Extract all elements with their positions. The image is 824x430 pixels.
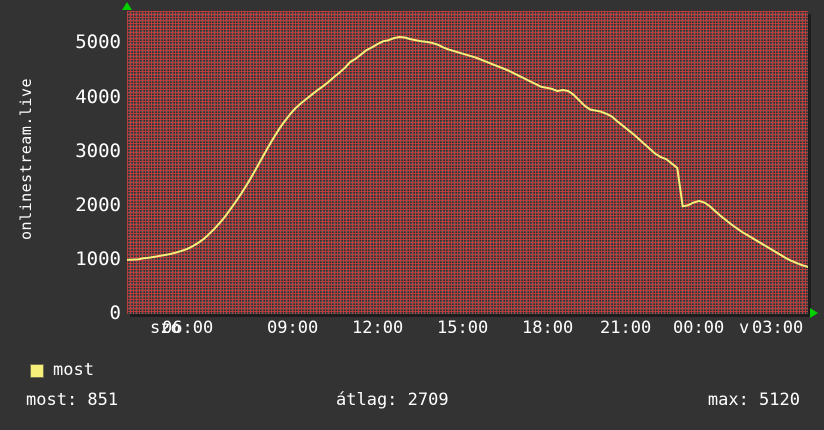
- stats-row: most: 851 átlag: 2709 max: 5120: [0, 392, 824, 414]
- legend-label-most: most: [53, 360, 94, 380]
- legend: most: [30, 362, 94, 379]
- x-tick-4: 15:00: [437, 318, 489, 338]
- x-tick-0: szo: [150, 318, 181, 338]
- x-tick-2: 09:00: [267, 318, 319, 338]
- series-canvas: [127, 35, 808, 268]
- x-tick-1: 06:00: [162, 318, 214, 338]
- y-tick-0: 0: [109, 302, 121, 324]
- x-tick-3: 12:00: [352, 318, 404, 338]
- y-tick-2000: 2000: [75, 193, 121, 216]
- x-tick-5: 18:00: [522, 318, 574, 338]
- y-tick-5000: 5000: [75, 31, 121, 54]
- stat-average: átlag: 2709: [336, 390, 449, 410]
- y-axis-title: onlinestream.live: [17, 77, 35, 241]
- series-line-most: [127, 35, 808, 268]
- y-axis-arrow-icon: [122, 2, 132, 10]
- y-tick-3000: 3000: [75, 139, 121, 162]
- y-tick-4000: 4000: [75, 85, 121, 108]
- x-axis-arrow-icon: [810, 308, 818, 318]
- x-tick-7: 00:00: [673, 318, 725, 338]
- plot-area[interactable]: [127, 11, 808, 314]
- stat-maximum: max: 5120: [707, 390, 800, 410]
- x-tick-9: 03:00: [752, 318, 804, 338]
- stat-current: most: 851: [26, 390, 119, 410]
- x-tick-6: 21:00: [600, 318, 652, 338]
- legend-swatch-most: [30, 363, 44, 378]
- x-tick-8: v: [739, 318, 750, 338]
- y-tick-1000: 1000: [75, 247, 121, 270]
